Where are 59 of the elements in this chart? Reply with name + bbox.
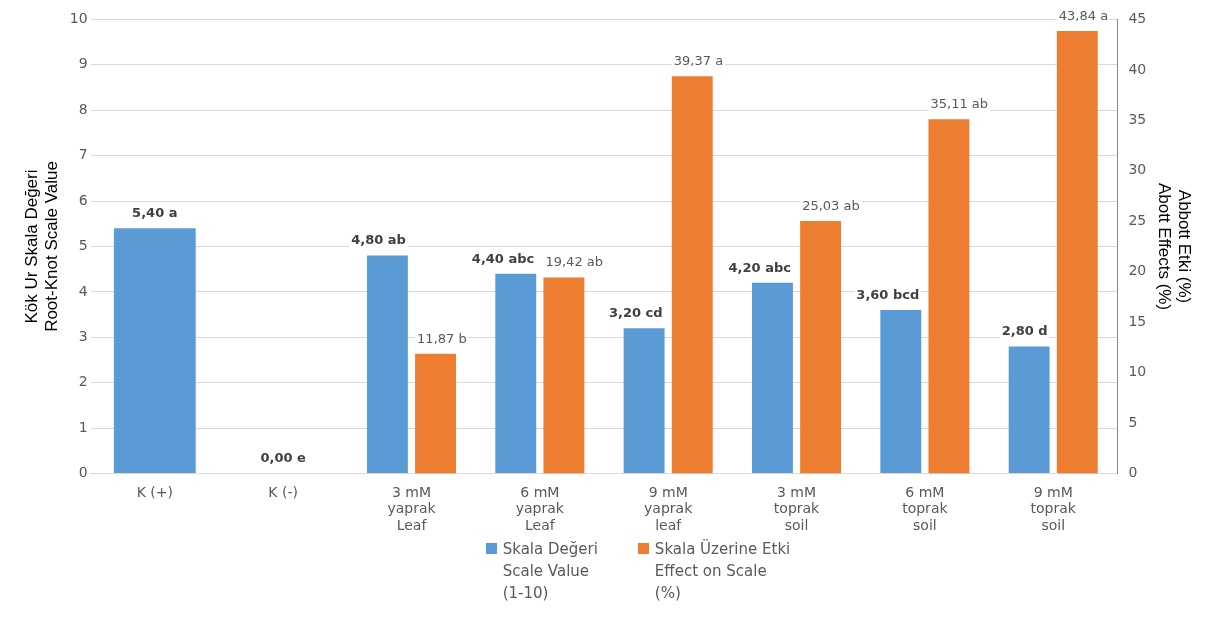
y-tick-label: 3: [78, 327, 88, 344]
y2-tick-label: 10: [1128, 363, 1147, 380]
y2-tick-label: 45: [1128, 10, 1147, 27]
y2-tick-label: 30: [1128, 161, 1147, 178]
y-tick-label: 10: [69, 10, 88, 27]
data-label: 0,00 e: [260, 450, 307, 466]
y-axis-title: Kök Ur Skala Değeri Root-Knot Scale Value: [21, 161, 62, 332]
data-label: 11,87 b: [417, 330, 467, 346]
data-label: 43,84 a: [1058, 7, 1109, 23]
y-tick-label: 5: [78, 237, 88, 254]
y2-tick-label: 5: [1128, 413, 1138, 430]
bar: [800, 220, 842, 474]
x-tick-label: 6 mM yaprak Leaf: [515, 483, 565, 534]
y2-tick-label: 15: [1128, 312, 1147, 329]
data-label: 19,42 ab: [545, 254, 604, 270]
legend-label: Skala Değeri Scale Value (1-10): [502, 539, 598, 604]
x-tick-label: K (+): [136, 483, 173, 500]
data-label: 3,20 cd: [608, 305, 663, 321]
bar: [495, 273, 537, 474]
data-label: 39,37 a: [673, 53, 724, 69]
data-label: 35,11 ab: [930, 96, 989, 112]
bar: [880, 310, 922, 474]
x-tick-label: 9 mM toprak soil: [1030, 483, 1077, 534]
data-label: 3,60 bcd: [856, 286, 920, 302]
bar: [1008, 346, 1050, 474]
bar: [752, 282, 793, 474]
data-label: 4,40 abc: [471, 250, 535, 266]
bar: [543, 277, 585, 474]
bar: [671, 76, 713, 474]
bar: [415, 353, 456, 474]
x-tick-label: 9 mM yaprak leaf: [644, 483, 694, 534]
bar: [928, 119, 970, 474]
x-tick-label: 6 mM toprak soil: [902, 483, 949, 534]
x-tick-label: 3 mM yaprak Leaf: [387, 483, 437, 534]
data-label: 25,03 ab: [802, 197, 860, 213]
y-tick-label: 1: [78, 418, 88, 435]
x-tick-label: 3 mM toprak soil: [773, 483, 821, 534]
y-tick-label: 6: [78, 191, 88, 208]
y2-tick-label: 25: [1128, 211, 1147, 228]
y-tick-label: 4: [78, 282, 88, 299]
y2-axis-title: Abbott Etki (%) Abott Effects (%): [1154, 182, 1195, 311]
y2-tick-label: 35: [1128, 110, 1147, 127]
legend-label: Skala Üzerine Etki Effect on Scale (%): [654, 538, 791, 604]
data-label: 2,80 d: [1001, 323, 1048, 339]
y2-tick-label: 20: [1128, 262, 1147, 279]
y-tick-label: 2: [78, 373, 88, 390]
data-label: 4,80 ab: [351, 232, 406, 248]
y-tick-label: 8: [78, 100, 88, 117]
bar: [1056, 31, 1098, 474]
y2-tick-label: 0: [1128, 464, 1138, 481]
bar: [623, 328, 665, 474]
data-label: 4,20 abc: [728, 259, 791, 275]
data-label: 5,40 a: [132, 205, 178, 221]
y2-tick-label: 40: [1128, 60, 1147, 77]
bar: [366, 255, 408, 474]
y-tick-label: 9: [78, 55, 88, 72]
x-tick-label: K (-): [268, 483, 298, 500]
y-tick-label: 0: [78, 464, 88, 481]
y-tick-label: 7: [78, 146, 88, 163]
